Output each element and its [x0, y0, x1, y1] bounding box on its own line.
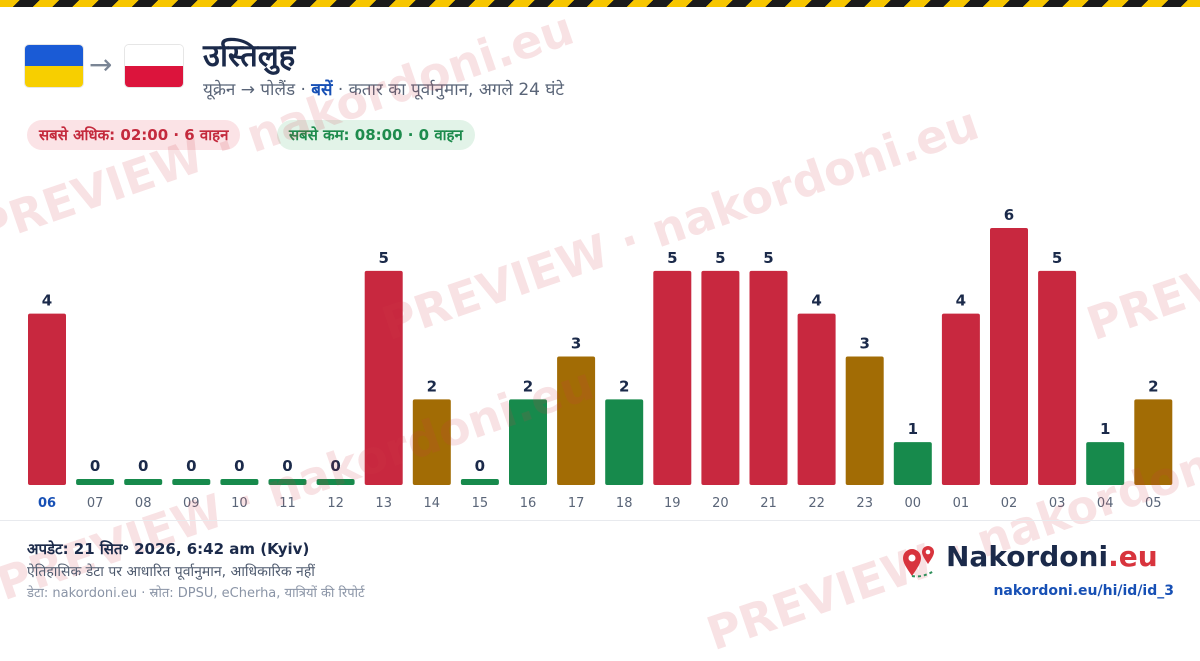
bar-value-label: 4: [956, 292, 966, 310]
footer-divider: [0, 520, 1200, 521]
bar-value-label: 2: [523, 377, 533, 395]
forecast-disclaimer: ऐतिहासिक डेटा पर आधारित पूर्वानुमान, आधि…: [27, 564, 315, 580]
map-pin-icon: [903, 546, 935, 578]
data-source: डेटा: nakordoni.eu · स्रोत: DPSU, eCherh…: [27, 586, 365, 601]
x-tick-label: 19: [664, 496, 681, 511]
page-url-link[interactable]: nakordoni.eu/hi/id/id_3: [993, 583, 1174, 599]
bar-value-label: 0: [234, 457, 244, 475]
bar-04: [1086, 442, 1125, 485]
bar-17: [557, 356, 596, 485]
bar-value-label: 0: [475, 457, 485, 475]
bar-value-label: 3: [571, 335, 581, 353]
bar-15: [460, 479, 499, 485]
x-tick-label: 00: [905, 496, 922, 511]
poland-flag-icon: [125, 45, 183, 87]
x-tick-label: 01: [953, 496, 970, 511]
x-tick-label: 20: [712, 496, 729, 511]
bar-08: [124, 479, 163, 485]
x-tick-label: 17: [568, 496, 585, 511]
x-tick-label: 15: [472, 496, 489, 511]
x-tick-label: 23: [856, 496, 873, 511]
subtitle-mode: बसें: [311, 80, 333, 100]
x-tick-label: 07: [87, 496, 104, 511]
x-tick-label: 22: [808, 496, 825, 511]
bar-21: [749, 270, 788, 485]
bar-value-label: 2: [1148, 377, 1158, 395]
bar-value-label: 4: [42, 292, 52, 310]
subtitle-description: · कतार का पूर्वानुमान, अगले 24 घंटे: [337, 80, 564, 100]
bar-value-label: 0: [282, 457, 292, 475]
bar-value-label: 6: [1004, 206, 1014, 224]
bar-23: [845, 356, 884, 485]
ukraine-flag-icon: [25, 45, 83, 87]
bar-11: [268, 479, 307, 485]
x-tick-label: 06: [38, 496, 56, 511]
bar-18: [605, 399, 644, 485]
subtitle-route: यूक्रेन → पोलैंड ·: [203, 80, 306, 100]
x-tick-label: 14: [424, 496, 441, 511]
bar-value-label: 0: [90, 457, 100, 475]
bar-value-label: 2: [619, 377, 629, 395]
bar-01: [941, 313, 980, 485]
bar-value-label: 5: [763, 249, 773, 267]
x-tick-label: 10: [231, 496, 248, 511]
bar-03: [1038, 270, 1077, 485]
bar-22: [797, 313, 836, 485]
max-queue-badge: सबसे अधिक: 02:00 · 6 वाहन: [27, 120, 241, 150]
x-tick-label: 13: [375, 496, 392, 511]
bar-07: [76, 479, 115, 485]
bar-value-label: 0: [186, 457, 196, 475]
bar-value-label: 3: [859, 335, 869, 353]
bar-16: [509, 399, 547, 485]
x-tick-label: 18: [616, 496, 633, 511]
bar-value-label: 0: [330, 457, 340, 475]
bar-value-label: 0: [138, 457, 148, 475]
x-tick-label: 08: [135, 496, 152, 511]
brand-name: Nakordoni.eu: [946, 540, 1158, 573]
bar-value-label: 2: [427, 377, 437, 395]
bar-02: [990, 228, 1028, 485]
bar-12: [316, 479, 355, 485]
bar-value-label: 4: [811, 292, 821, 310]
x-tick-label: 11: [279, 496, 296, 511]
x-tick-label: 16: [520, 496, 537, 511]
bar-value-label: 5: [667, 249, 677, 267]
bar-05: [1134, 399, 1173, 485]
page-subtitle: यूक्रेन → पोलैंड · बसें · कतार का पूर्वा…: [203, 77, 564, 100]
bar-06: [28, 313, 66, 485]
x-tick-label: 05: [1145, 496, 1162, 511]
bar-14: [412, 399, 451, 485]
hazard-stripe: [0, 0, 1200, 7]
x-tick-label: 03: [1049, 496, 1066, 511]
x-tick-label: 12: [327, 496, 344, 511]
bar-value-label: 5: [378, 249, 388, 267]
updated-timestamp: अपडेट: 21 सित॰ 2026, 6:42 am (Kyiv): [27, 540, 310, 558]
bar-value-label: 5: [715, 249, 725, 267]
bar-00: [893, 442, 932, 485]
x-tick-label: 09: [183, 496, 200, 511]
bar-20: [701, 270, 740, 485]
bar-19: [653, 270, 692, 485]
bar-10: [220, 479, 259, 485]
bar-value-label: 1: [1100, 420, 1110, 438]
min-queue-badge: सबसे कम: 08:00 · 0 वाहन: [277, 120, 475, 150]
x-tick-label: 02: [1001, 496, 1018, 511]
x-tick-label: 21: [760, 496, 777, 511]
bar-value-label: 5: [1052, 249, 1062, 267]
brand-logo[interactable]: Nakordoni.eu: [900, 540, 1158, 580]
queue-forecast-chart: 4060070080090100110125132140152163172185…: [28, 206, 1173, 511]
x-tick-label: 04: [1097, 496, 1114, 511]
page-title: उस्तिलुह: [203, 38, 296, 74]
bar-09: [172, 479, 211, 485]
arrow-right-icon: →: [89, 48, 113, 81]
bar-13: [364, 270, 403, 485]
bar-value-label: 1: [908, 420, 918, 438]
